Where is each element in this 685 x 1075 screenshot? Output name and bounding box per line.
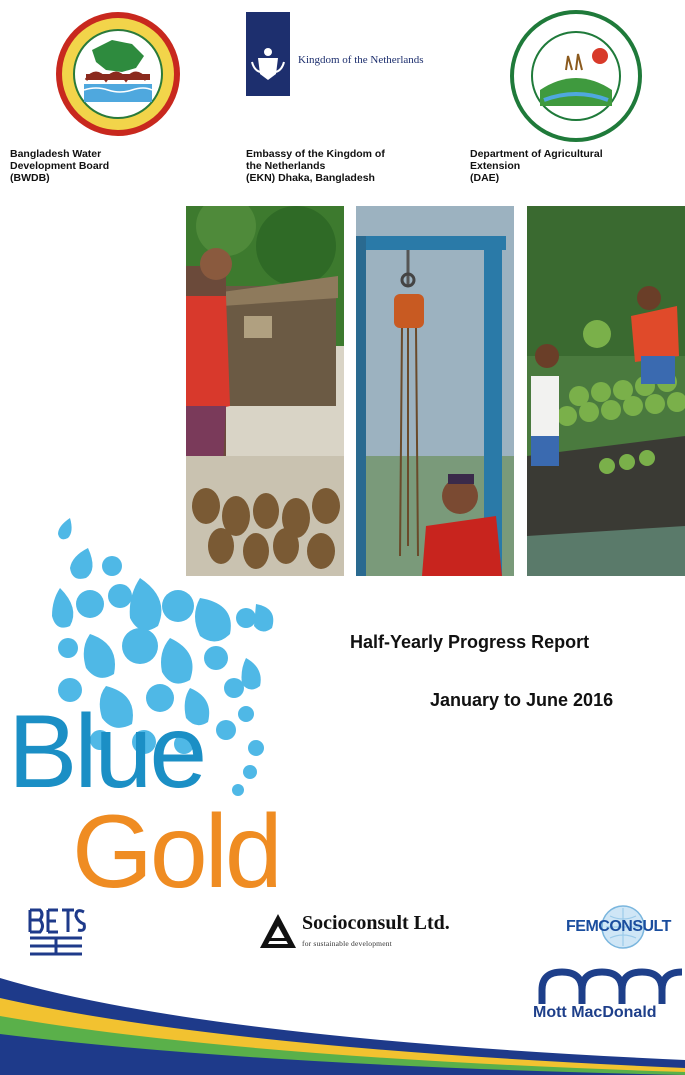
bwdb-caption: Bangladesh Water Development Board (BWDB) [10,148,110,184]
bets-logo [28,908,86,956]
decorative-swoosh [0,978,685,1075]
femconsult-name: FEMCONSULT [566,918,671,935]
photo-watermelon-boat [527,206,685,576]
dae-caption: Department of Agricultural Extension (DAE) [470,148,603,184]
bwdb-emblem [56,12,180,136]
mott-macdonald-arches-logo [538,968,683,1004]
netherlands-crest [246,12,290,96]
netherlands-wordmark: Kingdom of the Netherlands [298,54,424,66]
socioconsult-triangle-logo [260,914,296,948]
brand-word-blue: Blue [8,694,207,810]
report-period: January to June 2016 [430,690,614,710]
photo-woman-ducks [186,206,344,576]
ekn-caption: Embassy of the Kingdom of the Netherlands… [246,148,385,184]
brand-word-gold: Gold [72,794,283,910]
dae-emblem [510,10,642,142]
socioconsult-name: Socioconsult Ltd. [302,912,450,934]
mott-macdonald-name: Mott MacDonald [533,1004,657,1021]
femconsult-globe-icon [601,905,645,949]
report-title: Half-Yearly Progress Report [350,632,590,652]
photo-chain-hoist [356,206,514,576]
socioconsult-tagline: for sustainable development [302,939,392,948]
blue-gold-droplets-graphic [52,518,274,796]
